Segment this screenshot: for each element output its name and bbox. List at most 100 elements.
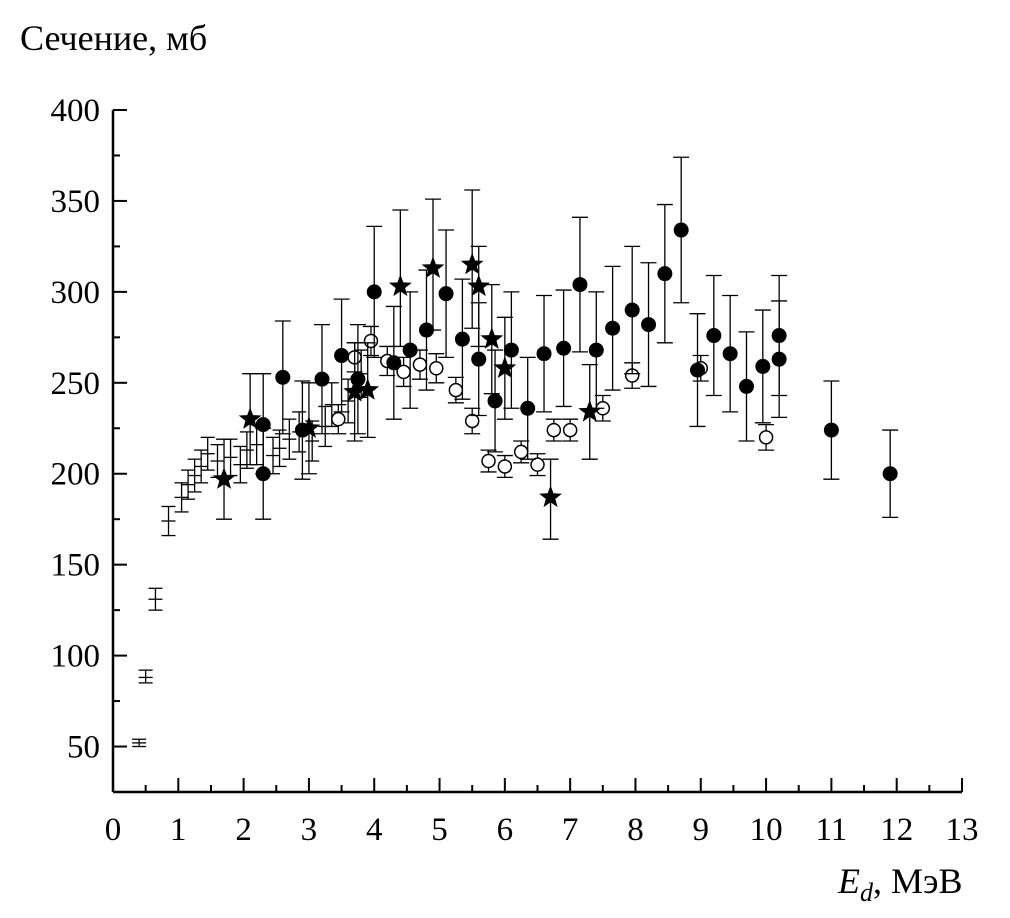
filled-circle-point bbox=[274, 320, 291, 435]
open-circle-point bbox=[758, 423, 775, 451]
x-tick-label: 11 bbox=[815, 812, 847, 848]
error-bar-only-point bbox=[282, 418, 297, 460]
filled-circle-marker bbox=[823, 422, 839, 438]
star-point bbox=[421, 198, 445, 331]
x-tick-label: 4 bbox=[366, 812, 383, 848]
star-point bbox=[356, 342, 380, 439]
chart-xlabel: Ed, МэВ bbox=[837, 861, 962, 907]
filled-circle-point bbox=[640, 262, 657, 388]
open-circle-point bbox=[496, 454, 513, 479]
filled-circle-point bbox=[771, 300, 788, 419]
error-bar-only-point bbox=[181, 469, 196, 500]
filled-circle-marker bbox=[503, 342, 519, 358]
error-bar-only-point bbox=[223, 438, 238, 477]
filled-circle-marker bbox=[572, 277, 588, 293]
star-marker bbox=[343, 379, 367, 402]
filled-circle-marker bbox=[771, 351, 787, 367]
filled-circle-marker bbox=[314, 371, 330, 387]
xlabel-main: E bbox=[837, 861, 860, 901]
filled-circle-point bbox=[571, 216, 588, 353]
x-tick-label: 10 bbox=[750, 812, 783, 848]
filled-circle-point bbox=[366, 225, 383, 358]
filled-circle-point bbox=[487, 349, 504, 453]
open-circle-point bbox=[480, 449, 497, 473]
star-marker bbox=[388, 274, 412, 297]
filled-circle-marker bbox=[690, 362, 706, 378]
x-tick-label: 2 bbox=[235, 812, 252, 848]
y-tick-label: 300 bbox=[51, 275, 101, 311]
star-marker bbox=[480, 327, 504, 349]
filled-circle-marker bbox=[520, 400, 536, 416]
x-tick-label: 1 bbox=[170, 812, 187, 848]
filled-circle-marker bbox=[255, 466, 271, 482]
star-point bbox=[212, 438, 236, 520]
filled-circle-marker bbox=[350, 371, 366, 387]
x-tick-label: 8 bbox=[627, 812, 644, 848]
open-circle-marker bbox=[546, 422, 562, 438]
star-point bbox=[578, 363, 602, 460]
filled-circle-point bbox=[438, 229, 455, 358]
star-marker bbox=[578, 399, 602, 422]
open-circle-marker bbox=[363, 333, 379, 349]
error-bar-only-point bbox=[132, 738, 147, 748]
filled-circle-point bbox=[882, 429, 899, 519]
filled-circle-marker bbox=[275, 369, 291, 385]
error-bar-only-point bbox=[174, 482, 189, 513]
x-tick-label: 5 bbox=[431, 812, 448, 848]
filled-circle-point bbox=[418, 269, 435, 391]
open-circle-marker bbox=[513, 444, 529, 460]
y-tick-label: 50 bbox=[67, 730, 100, 766]
open-circle-point bbox=[362, 325, 379, 357]
filled-circle-point bbox=[656, 203, 673, 344]
data-points bbox=[132, 156, 899, 748]
error-bar-only-point bbox=[194, 449, 209, 484]
error-bar-only-point bbox=[148, 587, 163, 611]
x-tick-label: 0 bbox=[105, 812, 122, 848]
star-marker bbox=[539, 485, 562, 508]
open-circle-point bbox=[529, 453, 546, 477]
filled-circle-point bbox=[604, 265, 621, 391]
filled-circle-marker bbox=[706, 328, 722, 344]
filled-circle-marker bbox=[536, 346, 552, 362]
open-circle-point bbox=[562, 418, 579, 442]
y-tick-label: 250 bbox=[51, 366, 101, 402]
filled-circle-point bbox=[402, 291, 419, 409]
star-marker bbox=[421, 256, 445, 278]
star-marker bbox=[467, 274, 491, 297]
filled-circle-point bbox=[689, 313, 706, 428]
star-point bbox=[460, 189, 484, 329]
open-circle-marker bbox=[530, 457, 545, 472]
star-point bbox=[493, 316, 517, 420]
open-circle-point bbox=[545, 418, 562, 442]
error-bar-only-point bbox=[138, 669, 153, 684]
open-circle-marker bbox=[758, 430, 774, 445]
filled-circle-marker bbox=[334, 348, 350, 364]
filled-circle-marker bbox=[471, 351, 487, 367]
filled-circle-marker bbox=[882, 466, 898, 482]
open-circle-marker bbox=[412, 357, 428, 372]
open-circle-point bbox=[395, 356, 412, 388]
open-circle-point bbox=[464, 407, 481, 435]
filled-circle-marker bbox=[657, 266, 673, 282]
filled-circle-point bbox=[536, 294, 553, 413]
error-bar-only-point bbox=[266, 436, 281, 475]
filled-circle-marker bbox=[294, 422, 310, 438]
filled-circle-point bbox=[823, 380, 840, 480]
error-bar-only-point bbox=[187, 458, 202, 493]
x-tick-label: 12 bbox=[880, 812, 913, 848]
y-tick-label: 150 bbox=[51, 548, 101, 584]
y-tick-label: 350 bbox=[51, 184, 101, 220]
x-tick-label: 7 bbox=[562, 812, 579, 848]
open-circle-marker bbox=[497, 459, 513, 474]
error-bar-only-point bbox=[233, 445, 248, 484]
open-circle-marker bbox=[481, 453, 496, 469]
filled-circle-marker bbox=[386, 355, 402, 371]
filled-circle-marker bbox=[438, 286, 454, 302]
filled-circle-point bbox=[385, 305, 402, 420]
error-bar-only-point bbox=[161, 505, 176, 537]
x-tick-label: 13 bbox=[946, 812, 979, 848]
filled-circle-marker bbox=[418, 322, 434, 338]
open-circle-marker bbox=[562, 422, 578, 438]
filled-circle-marker bbox=[641, 317, 657, 333]
y-tick-label: 400 bbox=[51, 93, 101, 129]
